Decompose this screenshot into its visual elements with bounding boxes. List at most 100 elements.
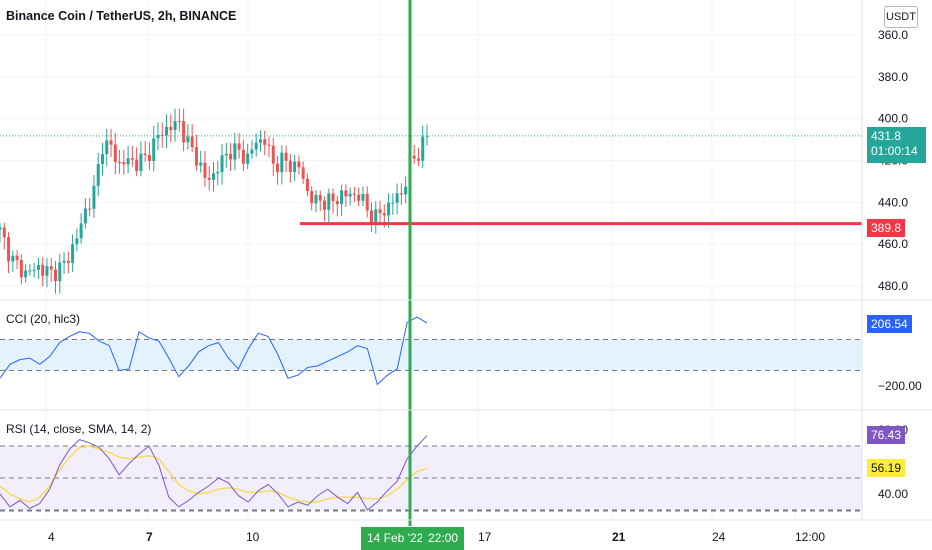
candle-body [177,121,181,123]
rsi-series [0,435,428,511]
time-tick-label: 17 [478,530,492,544]
cci-line [0,316,428,386]
candle-body [327,193,331,210]
chart-overlays [0,0,862,526]
time-tick-label: 10 [246,530,260,544]
candle-body [263,139,267,145]
candle-body [173,121,177,131]
price-tick-label: 480.0 [878,279,908,293]
candle-body [404,186,408,195]
price-tick-label: 460.0 [878,237,908,251]
cci-tick-label: −200.00 [878,379,922,393]
cci-band [0,339,862,371]
candle-body [0,227,2,230]
last-price-value: 431.8 [871,129,902,143]
candle-body [71,244,75,263]
candle-body [391,202,395,204]
cci-value-tag: 206.54 [867,315,912,333]
candle-body [361,194,365,201]
rsi-pane-title[interactable]: RSI (14, close, SMA, 14, 2) [6,422,152,436]
bar-countdown: 01:00:14 [871,144,918,158]
candle-body [340,190,344,205]
candle-body [36,264,40,270]
candle-body [412,155,416,159]
cursor-date-tag: 14 Feb '22 [361,527,430,550]
candle-body [147,155,151,162]
candle-body [75,238,79,245]
candle-body [233,143,237,160]
candle-body [2,227,6,238]
candle-body [41,264,45,276]
candle-body [382,213,386,216]
candle-body [305,178,309,192]
time-tick-label: 7 [146,530,153,544]
candle-body [203,162,207,178]
candle-body [318,194,322,201]
cursor-time-tag: 22:00 [422,527,465,550]
rsi-tick-label: 40.00 [878,487,908,501]
rsi-sma-value-tag: 56.19 [867,459,906,477]
candle-body [323,200,327,210]
candle-body [182,121,186,143]
time-tick-label: 21 [612,530,626,544]
candle-body [378,209,382,214]
candle-body [122,162,126,165]
candle-body [335,201,339,205]
candle-body [88,208,92,210]
candle-body [276,163,280,173]
rsi-line [0,435,428,511]
price-tick-label: 380.0 [878,70,908,84]
candle-body [105,140,109,155]
cci-series [0,316,428,386]
candle-body [190,136,194,148]
candle-body [348,193,352,197]
candle-body [416,158,420,161]
candle-body [54,269,58,282]
candle-body [24,270,28,278]
candle-body [96,164,100,186]
level-price-tag: 389.8 [867,219,906,237]
candle-body [395,193,399,203]
candle-body [45,266,49,276]
candle-body [130,158,134,160]
candle-body [207,177,211,180]
candle-body [421,136,425,161]
candle-body [156,135,160,139]
candle-body [165,126,169,136]
candle-body [32,269,36,271]
candle-body [169,126,173,131]
candle-body [212,173,215,180]
time-tick-label: 12:00 [795,530,825,544]
price-tick-label: 400.0 [878,112,908,126]
candle-body [280,152,284,173]
candle-body [314,194,318,204]
candle-body [369,210,373,224]
candle-body [28,270,32,272]
candle-body [365,194,369,211]
rsi-value-tag: 76.43 [867,426,906,444]
price-tick-label: 440.0 [878,195,908,209]
candle-body [194,147,198,166]
candle-body [92,185,96,209]
candle-body [109,140,113,145]
currency-button[interactable]: USDT [884,6,918,28]
candle-body [79,223,83,239]
cci-pane-title[interactable]: CCI (20, hlc3) [6,312,81,326]
candle-body [301,167,305,179]
candle-body [250,149,254,154]
candle-body [11,255,15,262]
candle-body [83,208,87,224]
candle-body [62,260,66,263]
candle-body [310,191,314,204]
candle-body [118,161,122,163]
rsi-band [0,445,862,512]
candle-body [49,266,53,270]
candle-body [139,153,143,171]
candle-body [352,193,356,195]
candle-body [258,139,262,143]
candle-body [224,153,228,156]
candle-body [267,144,271,146]
last-price-tag: 431.8 01:00:14 [867,127,926,163]
rsi-sma-line [0,445,428,503]
